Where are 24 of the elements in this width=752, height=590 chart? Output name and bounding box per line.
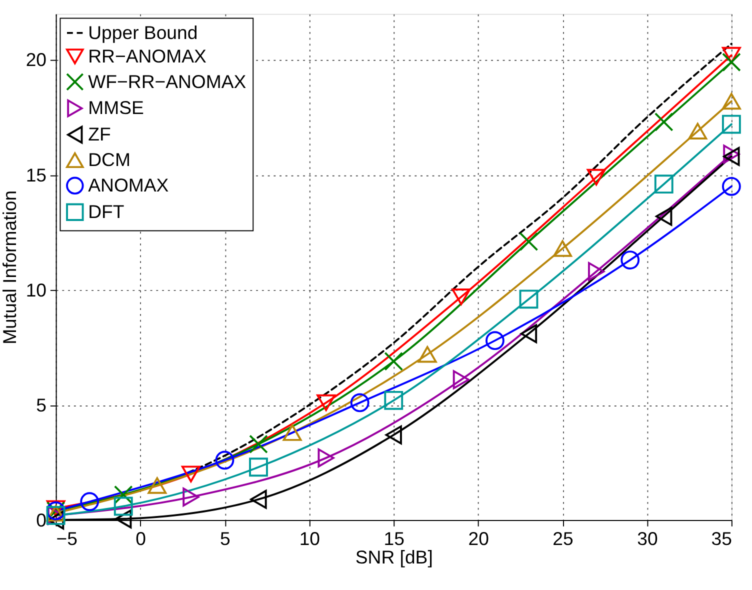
legend-label: WF−RR−ANOMAX xyxy=(88,70,247,92)
legend-label: RR−ANOMAX xyxy=(88,45,208,66)
y-tick-label: 20 xyxy=(26,49,47,70)
x-tick-label: 25 xyxy=(552,528,574,550)
y-tick-label: 10 xyxy=(26,279,47,300)
y-axis-title: Mutual Information xyxy=(0,190,20,344)
x-tick-label: 20 xyxy=(468,528,489,550)
x-tick-label: 35 xyxy=(711,528,732,550)
x-tick-label: 10 xyxy=(299,528,320,550)
x-tick-label: 15 xyxy=(384,528,404,550)
legend-label: MMSE xyxy=(88,97,144,118)
x-axis-title: SNR [dB] xyxy=(355,546,433,568)
legend-label: ANOMAX xyxy=(88,174,170,196)
legend-label: DFT xyxy=(88,200,124,222)
legend-label: ZF xyxy=(88,124,111,145)
x-tick-label: 30 xyxy=(637,528,658,550)
y-tick-label: 15 xyxy=(26,164,47,186)
y-tick-label: 5 xyxy=(36,394,47,416)
legend-label: DCM xyxy=(88,149,130,170)
legend-label: Upper Bound xyxy=(88,22,198,43)
x-tick-label: 0 xyxy=(136,528,146,550)
y-tick-label: 0 xyxy=(36,509,47,530)
x-tick-label: 5 xyxy=(220,528,230,550)
x-tick-label: −5 xyxy=(56,528,78,550)
